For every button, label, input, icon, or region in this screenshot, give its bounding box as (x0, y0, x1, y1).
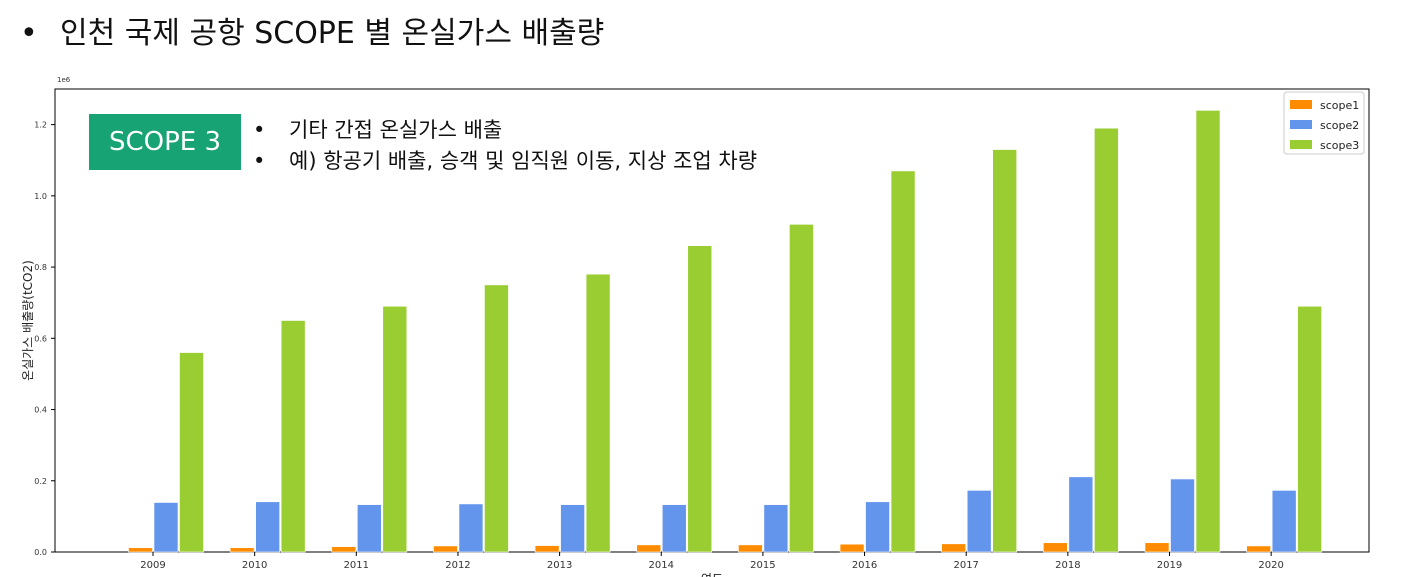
bar-scope2 (866, 502, 890, 552)
x-tick-label: 2010 (242, 560, 267, 571)
bar-scope1 (840, 544, 864, 552)
bar-scope1 (433, 546, 457, 552)
legend-swatch-scope2 (1290, 120, 1312, 129)
bar-scope2 (967, 490, 991, 552)
bar-scope1 (637, 545, 661, 552)
bar-scope3 (1094, 128, 1118, 552)
x-tick-label: 2009 (140, 560, 165, 571)
bar-scope2 (1272, 490, 1296, 552)
bar-scope2 (1069, 477, 1093, 552)
bar-scope1 (129, 548, 153, 552)
bar-scope1 (1247, 546, 1271, 552)
x-tick-label: 2020 (1258, 560, 1283, 571)
y-tick-label: 1.0 (34, 192, 47, 201)
bar-scope3 (688, 246, 712, 552)
y-tick-label: 0.0 (34, 548, 47, 557)
bar-scope1 (942, 544, 966, 552)
x-tick-label: 2015 (750, 560, 775, 571)
bar-scope1 (332, 547, 356, 552)
bar-scope2 (662, 505, 686, 552)
bar-scope1 (1145, 543, 1169, 552)
bar-scope3 (789, 224, 813, 552)
x-tick-label: 2011 (344, 560, 369, 571)
bar-scope3 (891, 171, 915, 552)
bar-scope3 (993, 150, 1017, 552)
scope3-description: • 기타 간접 온실가스 배출 • 예) 항공기 배출, 승객 및 임직원 이동, … (253, 115, 757, 177)
y-tick-label: 0.8 (34, 263, 47, 272)
legend-swatch-scope1 (1290, 100, 1312, 109)
bar-scope2 (764, 505, 788, 552)
bar-scope2 (561, 505, 585, 552)
x-axis-label: 연도 (701, 572, 723, 577)
bar-scope3 (484, 285, 508, 552)
bar-scope2 (1171, 479, 1195, 552)
line-text: 기타 간접 온실가스 배출 (289, 118, 502, 142)
scope3-line-2: • 예) 항공기 배출, 승객 및 임직원 이동, 지상 조업 차량 (253, 146, 757, 177)
y-multiplier-label: 1e6 (57, 76, 71, 84)
bar-scope2 (154, 502, 178, 552)
bar-scope1 (535, 546, 559, 552)
line-text: 예) 항공기 배출, 승객 및 임직원 이동, 지상 조업 차량 (289, 149, 757, 173)
bar-scope3 (586, 274, 610, 552)
y-tick-label: 0.4 (34, 406, 47, 415)
x-tick-label: 2019 (1157, 560, 1182, 571)
bar-scope2 (357, 505, 381, 552)
bar-scope1 (1043, 543, 1067, 552)
y-tick-label: 0.6 (34, 334, 47, 343)
y-tick-label: 1.2 (34, 121, 47, 130)
bar-scope3 (383, 306, 407, 552)
bar-scope3 (180, 353, 204, 552)
bar-scope3 (1298, 306, 1322, 552)
legend-label-scope1: scope1 (1320, 99, 1359, 112)
bar-scope2 (459, 504, 483, 552)
x-tick-label: 2017 (953, 560, 978, 571)
x-tick-label: 2012 (445, 560, 470, 571)
bar-scope2 (256, 502, 280, 552)
legend-label-scope3: scope3 (1320, 139, 1359, 152)
bar-scope3 (1196, 110, 1220, 552)
legend-label-scope2: scope2 (1320, 119, 1359, 132)
bar-scope3 (281, 321, 305, 553)
x-tick-label: 2016 (852, 560, 877, 571)
scope3-line-1: • 기타 간접 온실가스 배출 (253, 115, 757, 146)
y-axis-label: 온실가스 배출량(tCO2) (21, 260, 35, 381)
bar-scope1 (738, 545, 762, 552)
line-bullet: • (253, 146, 289, 177)
legend-swatch-scope3 (1290, 140, 1312, 149)
x-tick-label: 2014 (649, 560, 674, 571)
x-tick-label: 2018 (1055, 560, 1080, 571)
line-bullet: • (253, 115, 289, 146)
bar-scope1 (230, 548, 254, 552)
x-tick-label: 2013 (547, 560, 572, 571)
y-tick-label: 0.2 (34, 477, 47, 486)
scope3-badge: SCOPE 3 (89, 114, 241, 170)
